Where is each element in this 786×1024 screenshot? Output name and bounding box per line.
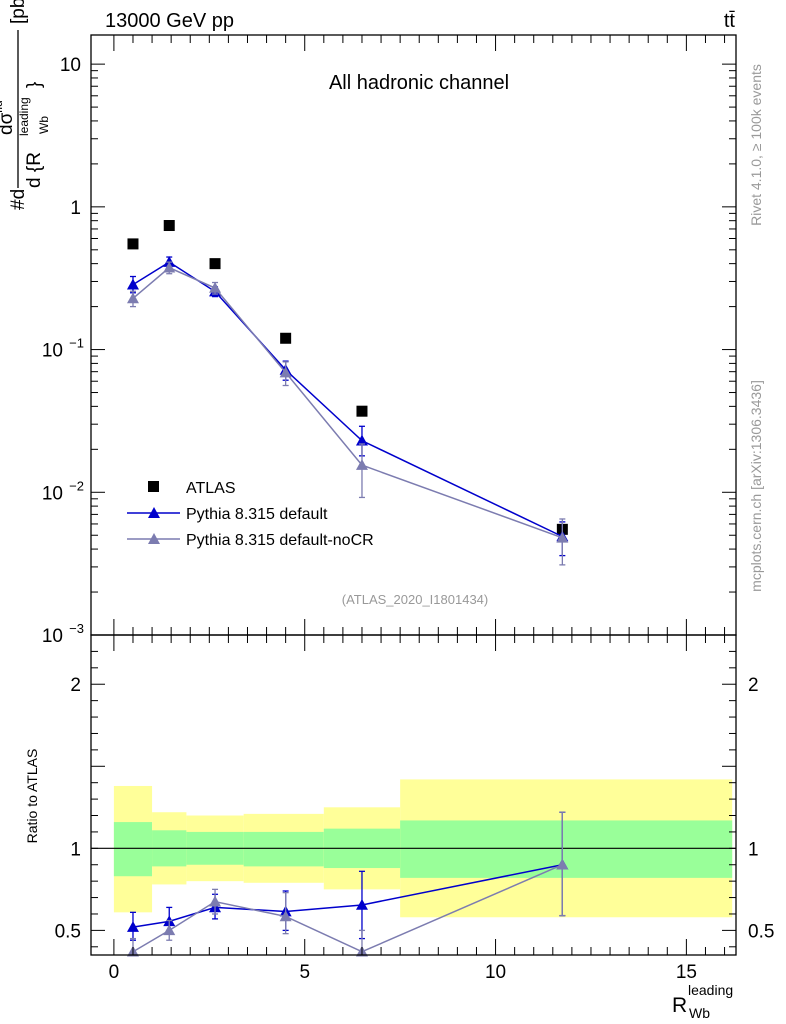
main-ytick-exp-2: −1 [69,336,84,351]
x-axis-label: R leading Wb [672,982,733,1021]
legend: ATLAS Pythia 8.315 default Pythia 8.315 … [127,480,374,549]
mcplots-label: mcplots.cern.ch [arXiv:1306.3436] [748,380,764,592]
main-ytick-label-2: 10 [42,341,63,362]
ylabel-unit: [pb] [8,0,29,24]
ratio-point-1-1 [163,924,176,936]
ratio-ylabel: Ratio to ATLAS [24,749,40,844]
xtick-label-1: 5 [299,962,310,983]
main-point-2-2 [209,282,222,293]
analysis-tag: (ATLAS_2020_I1801434) [342,592,488,607]
xtick-label-0: 0 [109,962,120,983]
main-point-2-4 [355,459,368,470]
xlabel-sub: Wb [689,1005,710,1021]
legend-marker-atlas [148,481,159,492]
ratio-point-1-2 [209,895,222,907]
legend-marker-default [148,507,160,518]
legend-marker-nocr [148,533,160,544]
main-point-atlas-4 [356,405,368,417]
header-left: 13000 GeV pp [105,10,234,32]
legend-label-atlas: ATLAS [186,480,236,497]
ratio-point-0-0 [126,921,139,932]
tick-labels: 10 −3 10 −2 10 −1 1 10 0 5 10 15 0.5 0.5 1 1 2 2 [42,55,775,983]
main-ytick-label-3: 1 [70,198,81,219]
xtick-label-3: 15 [676,962,697,983]
main-ytick-exp-0: −3 [69,621,84,636]
main-ytick-label-4: 10 [60,55,81,76]
axes [90,34,737,956]
main-ylabel: #d dσ fid d {R leading Wb } [pb] [0,0,51,210]
ylabel-prefix: #d [8,189,29,210]
ratio-ytick-label-r-0: 0.5 [748,921,774,942]
main-point-atlas-2 [209,258,221,270]
ylabel-denominator-sub: Wb [37,116,51,134]
main-panel-series [126,220,569,566]
legend-label-nocr: Pythia 8.315 default-noCR [186,532,374,549]
xtick-label-2: 10 [485,962,506,983]
band-inner-3 [243,831,324,867]
ratio-point-1-5 [556,858,569,870]
main-point-atlas-0 [127,238,139,250]
ratio-line-1 [132,864,563,953]
ratio-ytick-label-r-1: 1 [748,839,759,860]
main-point-2-5 [556,531,569,543]
ylabel-numerator-sup: fid [0,100,5,113]
main-point-2-3 [279,366,292,378]
main-ytick-label-1: 10 [42,483,63,504]
main-ytick-exp-1: −2 [69,478,84,493]
main-ytick-label-0: 10 [42,626,63,647]
main-point-2-1 [163,261,176,273]
legend-label-default: Pythia 8.315 default [186,506,328,523]
ratio-ytick-label-l-2: 2 [70,675,81,696]
main-point-2-0 [126,292,139,304]
main-point-atlas-1 [163,220,175,232]
ylabel-denominator-close: } [24,82,45,88]
main-point-1-4 [355,434,368,446]
ratio-ytick-label-l-0: 0.5 [55,921,81,942]
header-right: tt̄ [724,10,736,32]
ratio-ytick-label-l-1: 1 [70,839,81,860]
band-inner-0 [113,822,153,877]
ratio-point-1-3 [279,910,292,922]
xlabel-base: R [672,994,687,1017]
main-line-2 [132,266,563,539]
ratio-frame [90,634,737,956]
ratio-ytick-label-r-2: 2 [748,675,759,696]
main-point-atlas-3 [280,332,292,344]
main-point-1-0 [126,278,139,290]
ratio-panel-series [126,811,569,957]
ratio-point-0-4 [355,898,368,910]
ylabel-denominator-sup: leading [17,97,31,136]
ylabel-denominator: d {R [24,152,45,188]
ylabel-numerator: dσ [0,112,17,135]
xlabel-sup: leading [688,982,733,998]
rivet-label: Rivet 4.1.0, ≥ 100k events [748,64,764,226]
chart-title: All hadronic channel [329,72,509,94]
